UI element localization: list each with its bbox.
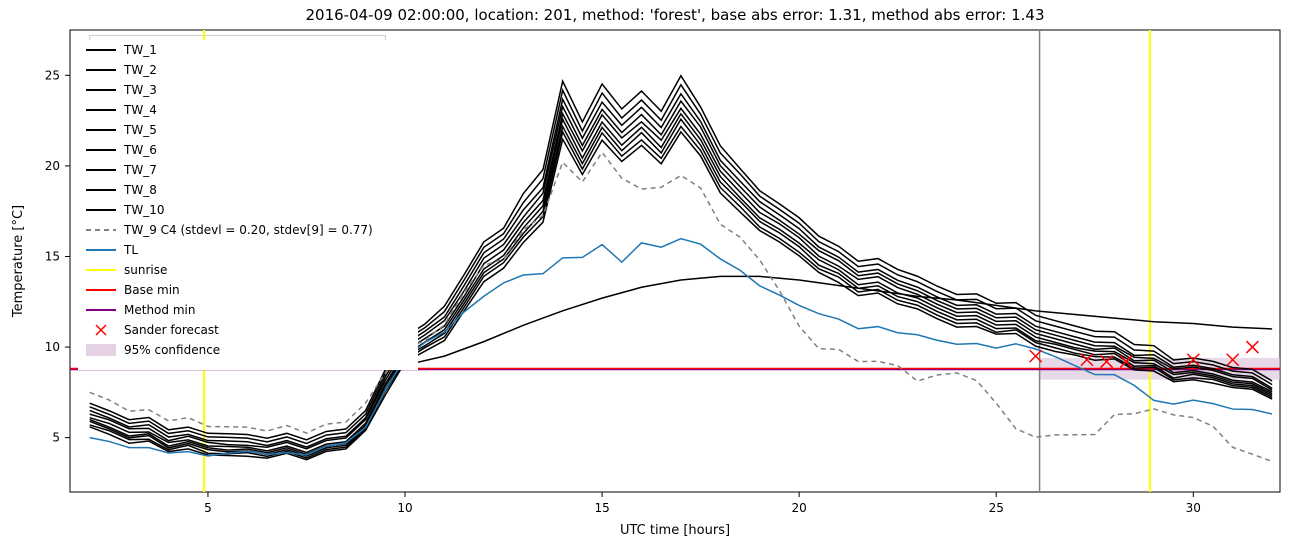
chart-container: 5 10 15 20 25 30 5 10 15 20 25 UTC time [hours] Temp…	[0, 0, 1310, 547]
legend-label: TW_7	[123, 163, 157, 177]
ytick-label: 25	[45, 68, 60, 82]
xtick-label: 10	[397, 501, 412, 515]
ytick-label: 20	[45, 159, 60, 173]
legend-label: TW_3	[123, 83, 157, 97]
legend-label: Method min	[124, 303, 195, 317]
legend-label: TW_9 C4 (stdevl = 0.20, stdev[9] = 0.77)	[123, 223, 373, 237]
chart-svg: 5 10 15 20 25 30 5 10 15 20 25 UTC time [hours] Temp…	[0, 0, 1310, 547]
legend-label: TL	[123, 243, 138, 257]
y-axis-label: Temperature [°C]	[11, 205, 26, 318]
legend-label: sunrise	[124, 263, 167, 277]
legend-label: TW_4	[123, 103, 157, 117]
xtick-label: 15	[594, 501, 609, 515]
ytick-label: 10	[45, 340, 60, 354]
xtick-label: 25	[989, 501, 1004, 515]
legend-label: Base min	[124, 283, 180, 297]
ytick-label: 5	[52, 431, 60, 445]
xtick-label: 20	[792, 501, 807, 515]
legend-label: 95% confidence	[124, 343, 220, 357]
chart-title: 2016-04-09 02:00:00, location: 201, meth…	[306, 6, 1045, 24]
x-axis-label: UTC time [hours]	[620, 523, 730, 538]
ytick-label: 15	[45, 249, 60, 263]
legend-label: TW_8	[123, 183, 157, 197]
legend-label: TW_1	[123, 43, 157, 57]
xtick-label: 5	[204, 501, 212, 515]
legend-label: TW_6	[123, 143, 157, 157]
legend-label: Sander forecast	[124, 323, 219, 337]
legend-swatch	[86, 344, 116, 356]
legend-label: TW_5	[123, 123, 157, 137]
xtick-label: 30	[1186, 501, 1201, 515]
legend-label: TW_10	[123, 203, 164, 217]
legend-label: TW_2	[123, 63, 157, 77]
